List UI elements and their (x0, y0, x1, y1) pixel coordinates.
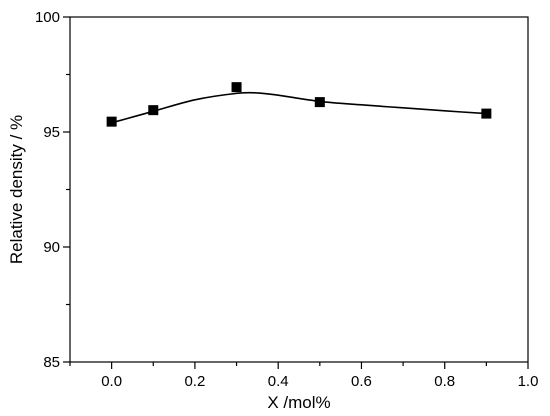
y-tick-label: 90 (43, 239, 60, 256)
x-axis-title: X /mol% (267, 393, 330, 412)
x-tick-label: 0.6 (351, 373, 372, 390)
data-point-marker (231, 82, 242, 93)
plot-frame (69, 16, 529, 363)
data-point-marker (106, 116, 117, 127)
data-point-marker (148, 105, 159, 116)
x-tick-label: 0.4 (268, 373, 289, 390)
y-axis-title: Relative density / % (7, 115, 26, 264)
data-point-marker (314, 97, 325, 108)
x-tick-label: 0.2 (184, 373, 205, 390)
x-tick-label: 1.0 (518, 373, 539, 390)
x-tick-label: 0.0 (101, 373, 122, 390)
y-tick-label: 100 (35, 9, 60, 26)
data-point-marker (481, 108, 492, 119)
fit-curve (111, 91, 487, 124)
y-tick-label: 85 (43, 354, 60, 371)
y-tick-label: 95 (43, 124, 60, 141)
x-tick-label: 0.8 (434, 373, 455, 390)
